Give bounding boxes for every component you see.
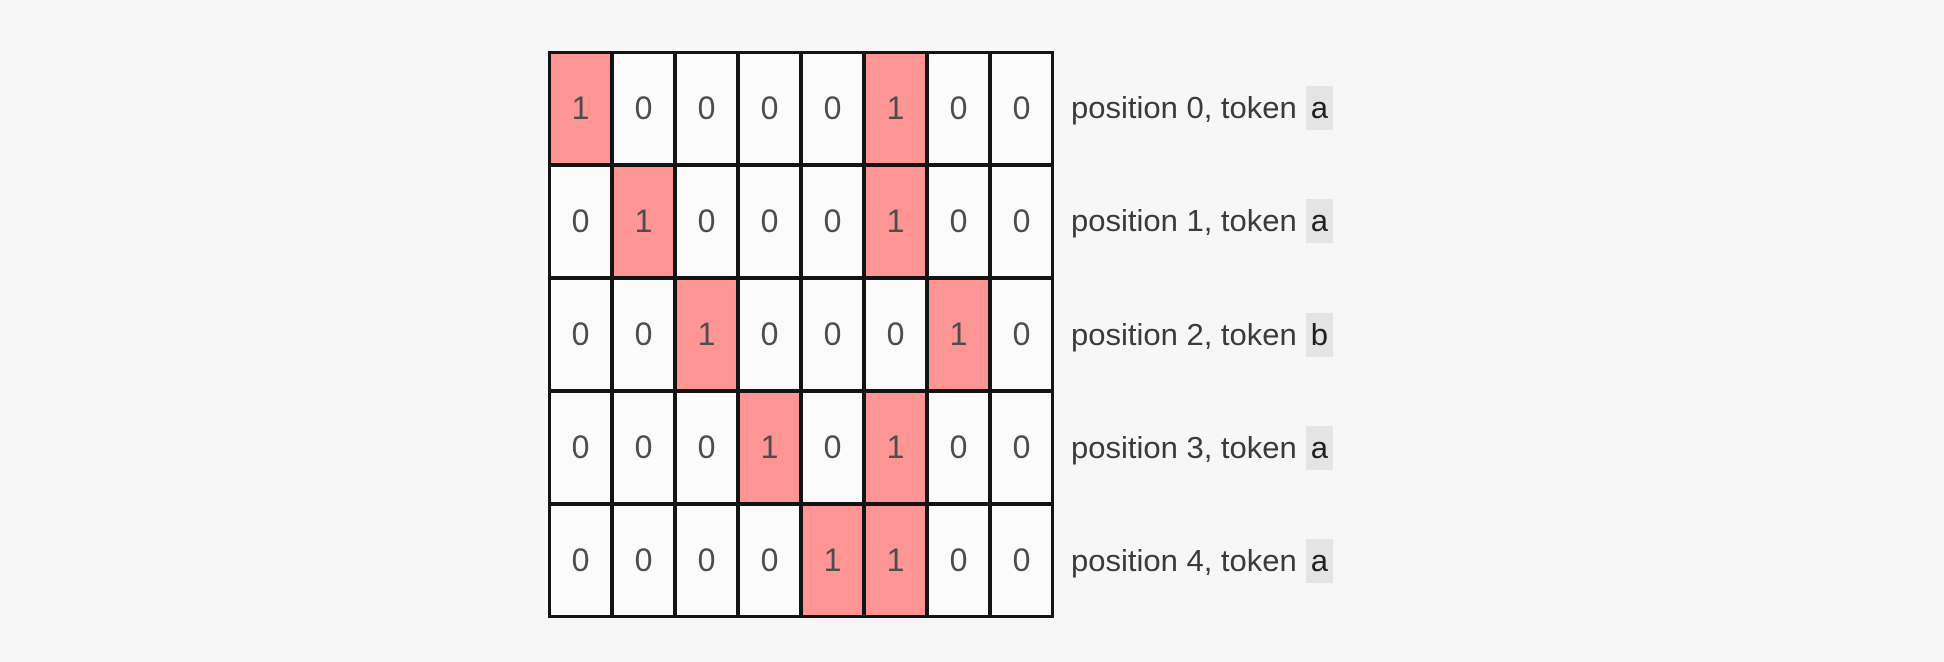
matrix-cell: 0 [927, 391, 990, 504]
token-badge: a [1305, 199, 1334, 244]
matrix-cell: 0 [990, 391, 1053, 504]
matrix-cell: 1 [864, 391, 927, 504]
matrix-cell: 0 [801, 391, 864, 504]
row-label: position 3, token a [1071, 391, 1334, 504]
matrix-cell: 0 [927, 52, 990, 165]
matrix-cell: 0 [801, 165, 864, 278]
row-label-text: position 1, token [1071, 203, 1297, 239]
matrix-cell: 1 [864, 52, 927, 165]
matrix-cell: 1 [675, 278, 738, 391]
matrix-cell: 0 [738, 278, 801, 391]
matrix-cell: 0 [612, 504, 675, 617]
token-badge: b [1305, 312, 1334, 357]
matrix-cell: 1 [801, 504, 864, 617]
matrix-cell: 0 [738, 52, 801, 165]
matrix-cell: 0 [612, 278, 675, 391]
matrix-cell: 0 [738, 165, 801, 278]
matrix-cell: 0 [990, 278, 1053, 391]
row-labels: position 0, token a position 1, token a posi… [1071, 51, 1334, 618]
matrix-cell: 0 [675, 391, 738, 504]
matrix-cell: 0 [990, 504, 1053, 617]
matrix-cell: 0 [549, 165, 612, 278]
matrix-cell: 0 [612, 391, 675, 504]
matrix-cell: 0 [549, 391, 612, 504]
matrix-cell: 0 [738, 504, 801, 617]
matrix-cell: 0 [675, 52, 738, 165]
token-badge: a [1305, 425, 1334, 470]
row-label: position 0, token a [1071, 51, 1334, 164]
row-label: position 2, token b [1071, 278, 1334, 391]
row-label: position 4, token a [1071, 505, 1334, 618]
matrix-cell: 0 [927, 165, 990, 278]
matrix-cell: 0 [801, 278, 864, 391]
row-label-text: position 0, token [1071, 89, 1297, 125]
matrix-cell: 0 [990, 52, 1053, 165]
token-badge: a [1305, 85, 1334, 130]
matrix-cell: 1 [612, 165, 675, 278]
matrix-cell: 1 [864, 504, 927, 617]
matrix-cell: 0 [864, 278, 927, 391]
matrix-cell: 0 [990, 165, 1053, 278]
matrix-cell: 0 [549, 504, 612, 617]
token-badge: a [1305, 539, 1334, 584]
row-label-text: position 4, token [1071, 543, 1297, 579]
matrix-cell: 1 [927, 278, 990, 391]
matrix-cell: 0 [675, 504, 738, 617]
row-label-text: position 3, token [1071, 429, 1297, 465]
matrix-cell: 0 [801, 52, 864, 165]
row-label: position 1, token a [1071, 164, 1334, 277]
matrix-cell: 0 [549, 278, 612, 391]
matrix-cell: 0 [927, 504, 990, 617]
matrix-cell: 1 [864, 165, 927, 278]
matrix-cell: 0 [675, 165, 738, 278]
matrix-cell: 0 [612, 52, 675, 165]
row-label-text: position 2, token [1071, 316, 1297, 352]
matrix-cell: 1 [549, 52, 612, 165]
matrix-cell: 1 [738, 391, 801, 504]
